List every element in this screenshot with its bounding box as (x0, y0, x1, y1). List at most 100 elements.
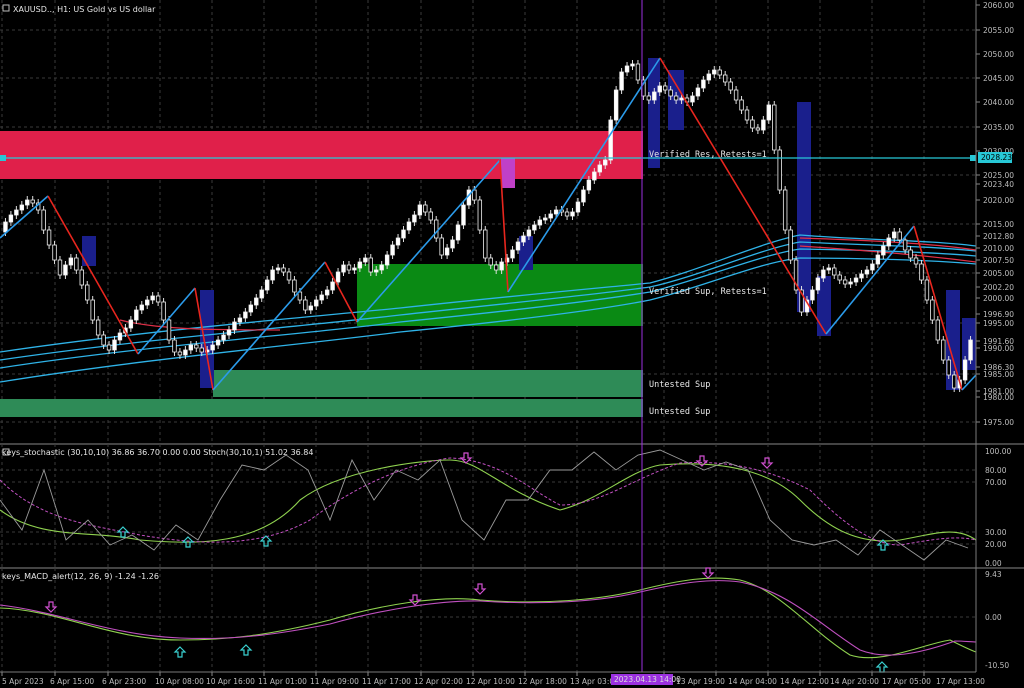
stochastic-raw-line (0, 449, 969, 561)
candle-body (968, 339, 973, 361)
candle-body (832, 267, 837, 276)
candle-body (63, 264, 68, 276)
zigzag-up-segment (961, 374, 977, 391)
price-tick-label: 1975.00 (983, 418, 1014, 427)
candle-body (772, 104, 777, 151)
zigzag-up-segment (137, 287, 196, 355)
macd-lines (0, 577, 977, 659)
price-tick-label: 2023.40 (983, 180, 1014, 189)
pink-swing-highlight (501, 158, 515, 188)
stochastic-axis-label: 20.00 (985, 540, 1007, 549)
macd-title: keys_MACD_alert(12, 26, 9) -1.24 -1.26 (2, 572, 159, 581)
candle-body (564, 211, 570, 217)
macd-panel[interactable]: keys_MACD_alert(12, 26, 9) -1.24 -1.26 (0, 567, 977, 673)
candle-body (226, 329, 232, 336)
price-tick-label: 2015.00 (983, 220, 1014, 229)
time-tick-label: 12 Apr 10:00 (466, 677, 515, 686)
price-tick-label: 1990.00 (983, 344, 1014, 353)
candle-body (194, 344, 199, 349)
time-tick-label: 13 Apr 03:00 (570, 677, 619, 686)
moving-average-line (119, 319, 281, 331)
zigzag-down-segment (659, 57, 827, 335)
candle-body (690, 95, 695, 103)
zigzag-down-segment (47, 195, 139, 355)
price-tick-label: 1981.00 (983, 387, 1014, 396)
candle-body (853, 277, 859, 283)
support-zone-label: Verified Sup, Retests=1 (649, 287, 767, 297)
candle-body (428, 211, 433, 221)
candle-body (237, 317, 243, 323)
candle-body (483, 229, 488, 259)
stoch-menu-icon[interactable] (2, 448, 10, 456)
candle-body (90, 299, 95, 321)
candle-body (810, 289, 815, 301)
candle-body (766, 104, 772, 121)
candle-body (946, 359, 951, 376)
candle-body (8, 214, 14, 223)
candle-body (46, 229, 52, 246)
candle-body (543, 217, 548, 221)
candle-body (962, 359, 968, 381)
price-line-handle-right[interactable] (970, 155, 976, 161)
candle-body (155, 295, 161, 303)
candle-body (859, 273, 864, 279)
time-tick-label: 11 Apr 01:00 (258, 677, 307, 686)
buy-arrow-icon (239, 644, 253, 656)
candle-body (52, 244, 57, 261)
zigzag-up-segment (212, 261, 326, 391)
price-tick-label: 1991.60 (983, 337, 1014, 346)
candle-body (902, 239, 908, 251)
time-tick-label: 14 Apr 12:00 (780, 677, 829, 686)
zigzag-down-segment (913, 225, 963, 391)
macd-axis-label: 0.00 (985, 613, 1002, 622)
candle-body (793, 259, 799, 291)
candle-body (390, 244, 395, 256)
zigzag-indicator (0, 57, 977, 391)
candle-body (444, 247, 450, 256)
candle-body (892, 231, 897, 239)
stochastic-axis-label: 70.00 (985, 478, 1007, 487)
candle-body (117, 332, 123, 341)
chart-menu-icon[interactable] (2, 4, 10, 12)
candle-body (264, 279, 270, 291)
price-line-handle-left[interactable] (0, 155, 6, 161)
candle-body (434, 219, 439, 239)
candle-body (799, 289, 804, 313)
zigzag-up-segment (0, 195, 49, 239)
candle-body (68, 257, 74, 266)
candle-body (352, 267, 357, 271)
candle-body (406, 221, 412, 231)
candle-body (744, 109, 750, 121)
stochastic-panel[interactable]: keys_stochastic (30,10,10) 36.86 36.70 0… (0, 444, 977, 568)
chart-title: XAUUSD.., H1: US Gold vs US dollar (13, 5, 156, 14)
candle-body (412, 214, 417, 223)
candle-body (281, 267, 286, 273)
macd-main-line (0, 577, 977, 659)
price-tick-label: 1985.00 (983, 370, 1014, 379)
candle-body (842, 279, 848, 285)
price-chart-panel[interactable]: Verified Res, Retests=1 Verified Sup, Re… (0, 0, 977, 444)
candle-body (603, 159, 608, 166)
price-tick-label: 2045.00 (983, 74, 1014, 83)
candle-body (357, 261, 363, 269)
time-tick-label: 17 Apr 13:00 (936, 677, 985, 686)
candle-body (232, 321, 237, 331)
candle-body (215, 339, 221, 346)
candle-body (243, 311, 248, 319)
candle-body (908, 249, 913, 259)
cursor-time-tag-text: 2023.04.13 14:00 (614, 675, 681, 684)
candle-body (30, 199, 35, 204)
candle-body (183, 349, 188, 356)
time-tick-label: 14 Apr 04:00 (728, 677, 777, 686)
candle-body (199, 347, 204, 353)
zigzag-down-segment (324, 261, 358, 323)
price-tick-label: 2020.00 (983, 196, 1014, 205)
untested-support-label-2: Untested Sup (649, 407, 710, 417)
sell-arrow-icon (760, 457, 774, 469)
candle-body (930, 299, 935, 321)
candle-body (526, 229, 532, 237)
candle-body (286, 271, 292, 281)
price-tick-label: 1980.00 (983, 393, 1014, 402)
candle-body (701, 79, 706, 89)
